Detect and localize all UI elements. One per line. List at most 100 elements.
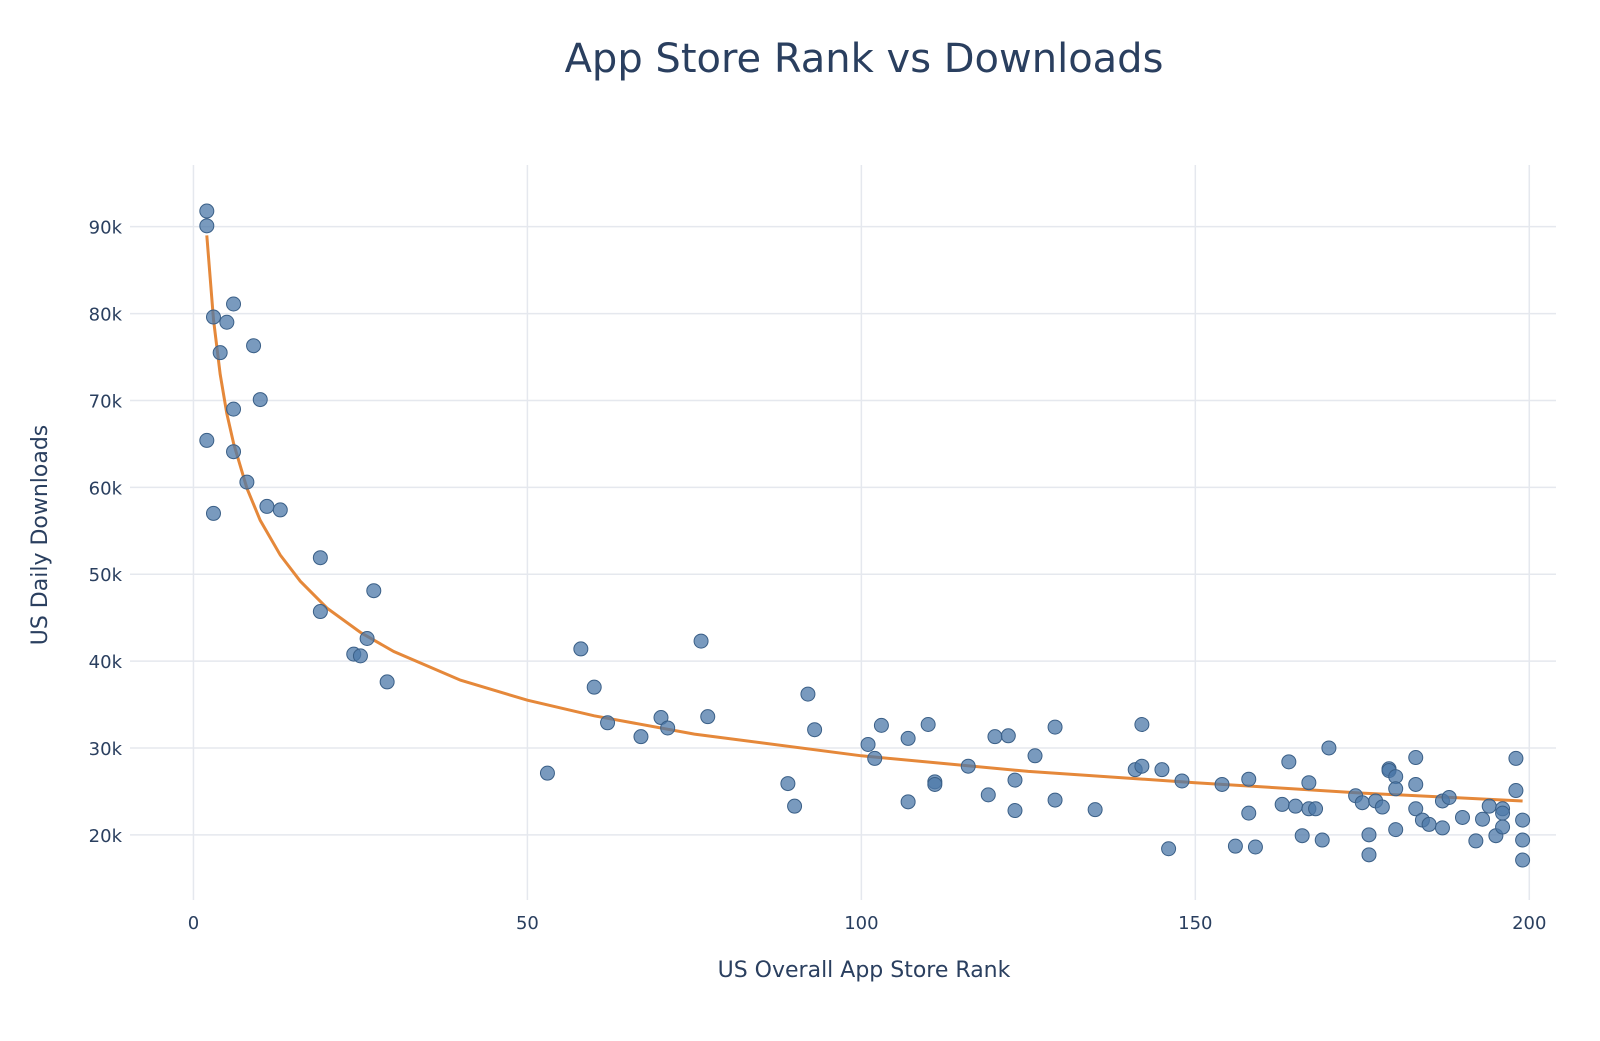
data-point (205, 505, 221, 521)
data-point (226, 401, 242, 417)
data-point (807, 722, 823, 738)
data-point (693, 633, 709, 649)
data-point (867, 750, 883, 766)
data-point (259, 498, 275, 514)
data-point (239, 474, 255, 490)
data-point (1314, 832, 1330, 848)
y-tick-label: 30k (89, 739, 123, 760)
data-point (199, 203, 215, 219)
data-point (199, 432, 215, 448)
data-point (1047, 719, 1063, 735)
chart-title: App Store Rank vs Downloads (565, 36, 1164, 82)
data-point (1361, 847, 1377, 863)
data-point (900, 794, 916, 810)
data-point (1047, 792, 1063, 808)
data-point (1508, 750, 1524, 766)
x-tick-label: 0 (188, 913, 199, 934)
data-point (1227, 838, 1243, 854)
y-tick-label: 20k (89, 826, 123, 847)
data-point (780, 776, 796, 792)
data-point (1408, 801, 1424, 817)
y-tick-label: 70k (89, 391, 123, 412)
data-point (1154, 762, 1170, 778)
y-tick-label: 50k (89, 565, 123, 586)
data-points (199, 203, 1531, 868)
data-point (1475, 811, 1491, 827)
data-point (272, 502, 288, 518)
data-point (920, 717, 936, 733)
data-point (653, 710, 669, 726)
data-point (660, 720, 676, 736)
data-point (700, 709, 716, 725)
data-point (1408, 750, 1424, 766)
data-point (1515, 852, 1531, 868)
x-tick-label: 200 (1512, 913, 1546, 934)
data-point (379, 674, 395, 690)
data-point (252, 392, 268, 408)
data-point (873, 717, 889, 733)
data-point (312, 550, 328, 566)
data-point (1434, 820, 1450, 836)
data-point (1408, 776, 1424, 792)
y-tick-label: 40k (89, 652, 123, 673)
y-axis-ticks: 20k 30k 40k 50k 60k 70k 80k 90k (89, 218, 123, 847)
data-point (539, 765, 555, 781)
y-tick-label: 90k (89, 218, 123, 239)
data-point (226, 296, 242, 312)
data-point (1007, 772, 1023, 788)
y-tick-label: 80k (89, 305, 123, 326)
data-point (1134, 758, 1150, 774)
data-point (246, 338, 262, 354)
trendline (205, 235, 1523, 803)
data-point (1294, 828, 1310, 844)
data-point (927, 776, 943, 792)
x-axis-label: US Overall App Store Rank (718, 958, 1011, 983)
grid (130, 165, 1556, 900)
x-tick-label: 150 (1178, 913, 1212, 934)
data-point (1288, 798, 1304, 814)
data-point (1134, 717, 1150, 733)
data-point (1247, 839, 1263, 855)
data-point (1027, 748, 1043, 764)
data-point (1241, 771, 1257, 787)
data-point (633, 729, 649, 745)
y-axis-label: US Daily Downloads (28, 425, 53, 646)
data-point (787, 798, 803, 814)
data-point (1508, 783, 1524, 799)
data-point (1481, 798, 1497, 814)
data-point (1241, 805, 1257, 821)
data-point (1468, 833, 1484, 849)
data-point (1515, 832, 1531, 848)
data-point (1301, 775, 1317, 791)
y-tick-label: 60k (89, 478, 123, 499)
data-point (980, 787, 996, 803)
data-point (1214, 776, 1230, 792)
data-point (219, 314, 235, 330)
data-point (960, 758, 976, 774)
data-point (1454, 809, 1470, 825)
data-point (1308, 801, 1324, 817)
data-point (1274, 796, 1290, 812)
data-point (205, 309, 221, 325)
data-point (1361, 827, 1377, 843)
data-point (226, 444, 242, 460)
data-point (600, 715, 616, 731)
data-point (1374, 799, 1390, 815)
data-point (199, 218, 215, 234)
data-point (1000, 728, 1016, 744)
data-point (1388, 822, 1404, 838)
data-point (1321, 740, 1337, 756)
data-point (1281, 754, 1297, 770)
data-point (1174, 773, 1190, 789)
x-tick-label: 50 (516, 913, 539, 934)
data-point (352, 648, 368, 664)
data-point (212, 345, 228, 361)
data-point (359, 630, 375, 646)
data-point (860, 736, 876, 752)
x-axis-ticks: 0 50 100 150 200 (188, 913, 1547, 934)
data-point (800, 686, 816, 702)
x-tick-label: 100 (844, 913, 878, 934)
data-point (1515, 812, 1531, 828)
data-point (1388, 781, 1404, 797)
